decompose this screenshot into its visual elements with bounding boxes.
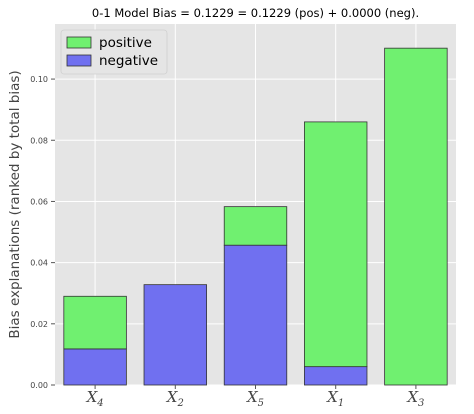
x-tick-label: X2 [166,388,184,409]
y-tick-label: 0.06 [30,197,48,206]
legend-label-negative: negative [99,53,158,69]
bars [63,47,448,386]
bar-negative [223,244,288,386]
chart-title: 0-1 Model Bias = 0.1229 = 0.1229 (pos) +… [92,6,419,20]
y-axis-ticks: 0.00 0.02 0.04 0.06 0.08 0.10 [30,75,55,390]
x-axis-ticks: X4 X2 X5 X1 X3 [86,385,424,409]
legend-swatch-positive [66,36,92,49]
x-tick-label: X5 [246,388,264,409]
y-tick-label: 0.10 [30,75,48,84]
bar-negative [143,284,207,386]
legend-swatch-negative [66,54,92,67]
x-tick-label: X3 [406,388,424,409]
y-tick-label: 0.08 [30,136,48,145]
legend: positive negative [60,29,168,75]
bar-negative [304,366,368,386]
y-axis-label: Bias explanations (ranked by total bias) [7,70,23,338]
bar-positive [384,47,448,386]
bar-negative [63,348,127,386]
bar-positive [223,206,288,246]
x-tick-label: X4 [86,388,104,409]
y-tick-label: 0.02 [30,320,48,329]
bar-positive [63,295,127,350]
x-tick-label: X1 [326,388,344,409]
y-tick-label: 0.04 [30,259,48,268]
y-tick-label: 0.00 [30,381,48,390]
legend-label-positive: positive [99,35,152,51]
bar-positive [304,121,368,368]
